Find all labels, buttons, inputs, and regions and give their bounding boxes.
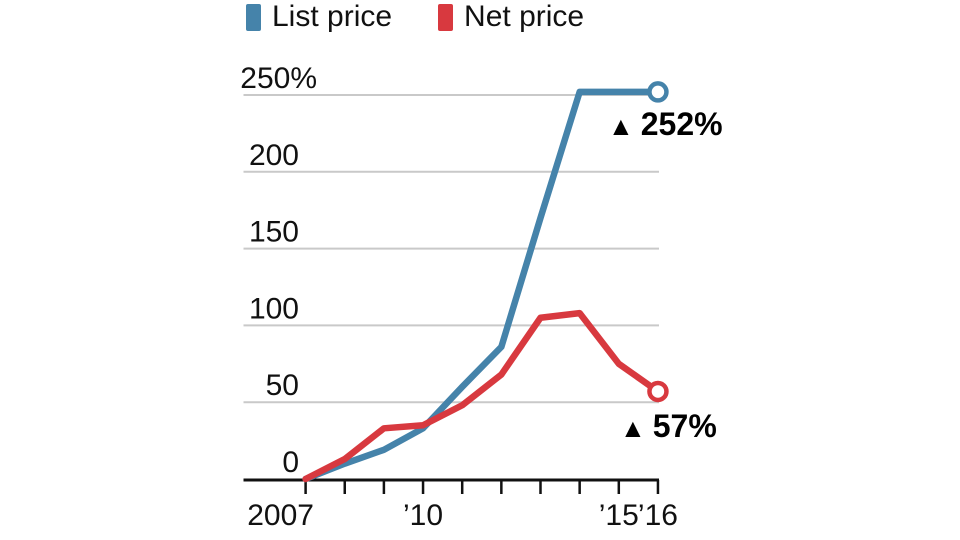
legend-label: Net price — [464, 0, 585, 33]
x-axis-label-2016: ’16 — [638, 499, 678, 532]
x-axis-label-2010: ’10 — [403, 499, 443, 532]
annotation-net-price-end: ▲ 57% — [620, 410, 717, 444]
annotation-net-price-value: 57% — [652, 408, 717, 444]
legend: List price Net price — [246, 2, 584, 32]
y-axis-label-250: 250% — [240, 62, 317, 95]
list-price-endpoint-circle — [647, 81, 669, 103]
y-axis-label-100: 100 — [249, 292, 299, 325]
y-axis-label-0: 0 — [282, 446, 299, 479]
up-triangle-icon: ▲ — [620, 413, 646, 443]
y-axis-label-50: 50 — [266, 369, 299, 402]
y-axis-label-150: 150 — [249, 216, 299, 249]
legend-swatch-net-price — [438, 3, 454, 31]
legend-item-list-price: List price — [246, 2, 392, 32]
up-triangle-icon: ▲ — [608, 111, 634, 141]
legend-item-net-price: Net price — [438, 2, 584, 32]
y-axis-label-200: 200 — [249, 139, 299, 172]
x-axis-label-2015: ’15 — [599, 499, 639, 532]
legend-swatch-list-price — [246, 3, 261, 31]
legend-label: List price — [272, 0, 393, 33]
list-price-line — [302, 88, 662, 483]
annotation-list-price-end: ▲ 252% — [608, 108, 723, 142]
annotation-list-price-value: 252% — [640, 106, 723, 142]
net-price-line — [302, 309, 662, 483]
x-axis-label-2007: 2007 — [247, 499, 314, 532]
net-price-endpoint-circle — [647, 380, 669, 403]
